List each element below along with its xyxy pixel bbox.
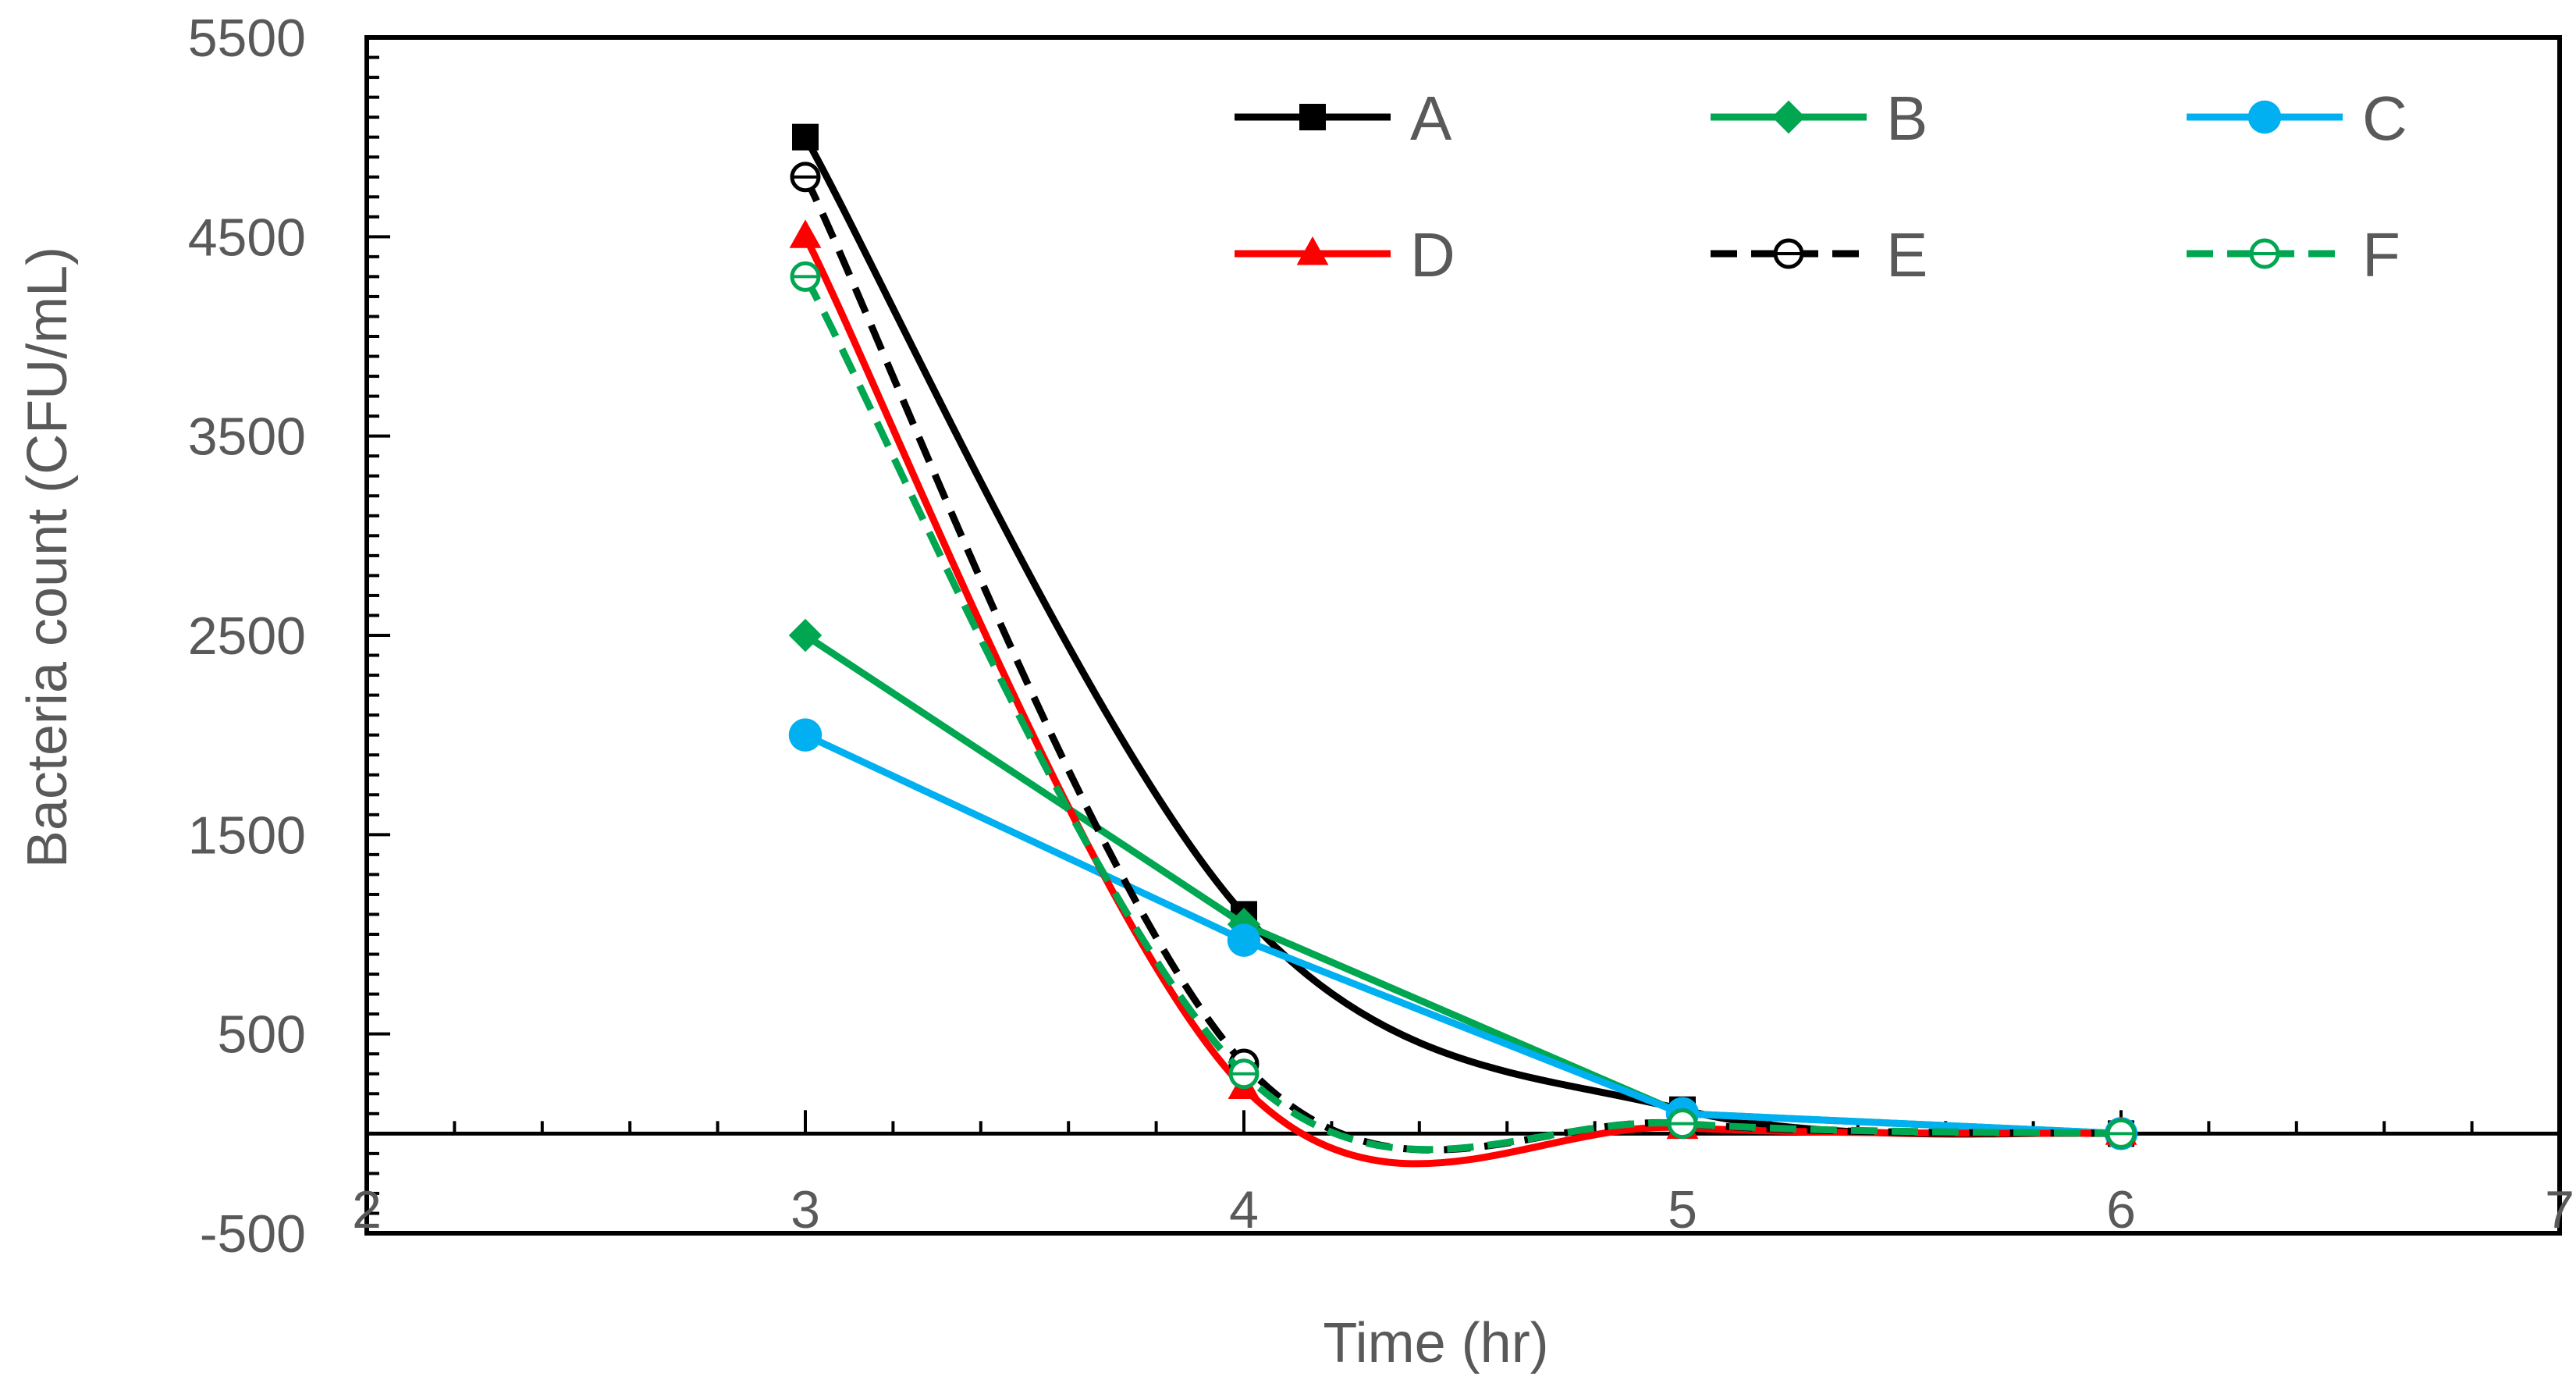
data-point-F [790,261,821,292]
data-point-F [1667,1108,1698,1140]
x-tick-labels: 2 3 4 5 6 7 [352,1180,2574,1239]
y-axis-title: Bacteria count (CFU/mL) [16,247,79,868]
data-point-F [1228,1058,1260,1090]
y-tick-label: 4500 [188,208,306,267]
x-tick-label: 4 [1229,1180,1259,1239]
y-tick-labels: -500 500 1500 2500 3500 4500 5500 [188,9,306,1264]
legend-label-A: A [1410,84,1452,153]
legend-marker-E [1773,238,1804,269]
series-line-E [801,175,2122,1154]
legend-entry-F: F [2187,220,2400,290]
y-tick-label: 1500 [188,806,306,865]
legend-label-C: C [2362,84,2407,153]
legend-marker-B [1771,100,1806,134]
y-tick-label: 500 [218,1005,306,1065]
legend-label-F: F [2362,220,2400,290]
x-tick-label: 5 [1668,1180,1697,1239]
legend-label-B: B [1886,84,1928,153]
x-tick-label: 3 [791,1180,820,1239]
y-tick-label: 2500 [188,606,306,666]
data-point-E [790,162,821,193]
legend-marker-D [1296,236,1329,265]
plot-area [364,35,2562,1236]
series-layer [788,123,2138,1168]
legend-entry-E: E [1711,220,1928,290]
data-point-F [2105,1118,2137,1149]
x-tick-label: 6 [2106,1180,2136,1239]
legend-entry-D: D [1235,220,1455,290]
legend-marker-A [1299,104,1326,130]
y-tick-label: 3500 [188,407,306,467]
data-point-C [1227,923,1261,957]
data-point-A [792,123,819,151]
series-F [790,261,2137,1154]
legend-label-D: D [1410,220,1455,290]
y-tick-label: 5500 [188,9,306,68]
data-point-D [789,219,822,248]
legend-marker-C [2247,100,2282,134]
x-axis-title: Time (hr) [1323,1312,1548,1375]
legend-marker-F [2249,238,2280,269]
legend-entry-C: C [2187,84,2407,153]
series-line-F [802,275,2122,1154]
legend-entry-B: B [1711,84,1928,153]
y-tick-label: -500 [200,1204,306,1264]
data-point-B [788,618,823,653]
x-tick-label: 7 [2545,1180,2574,1239]
legend: A B C D E F [1235,84,2407,290]
legend-entry-A: A [1235,84,1452,153]
x-tick-label: 2 [352,1180,382,1239]
series-line-C [804,731,2122,1137]
data-point-C [788,718,823,752]
legend-label-E: E [1886,220,1928,290]
